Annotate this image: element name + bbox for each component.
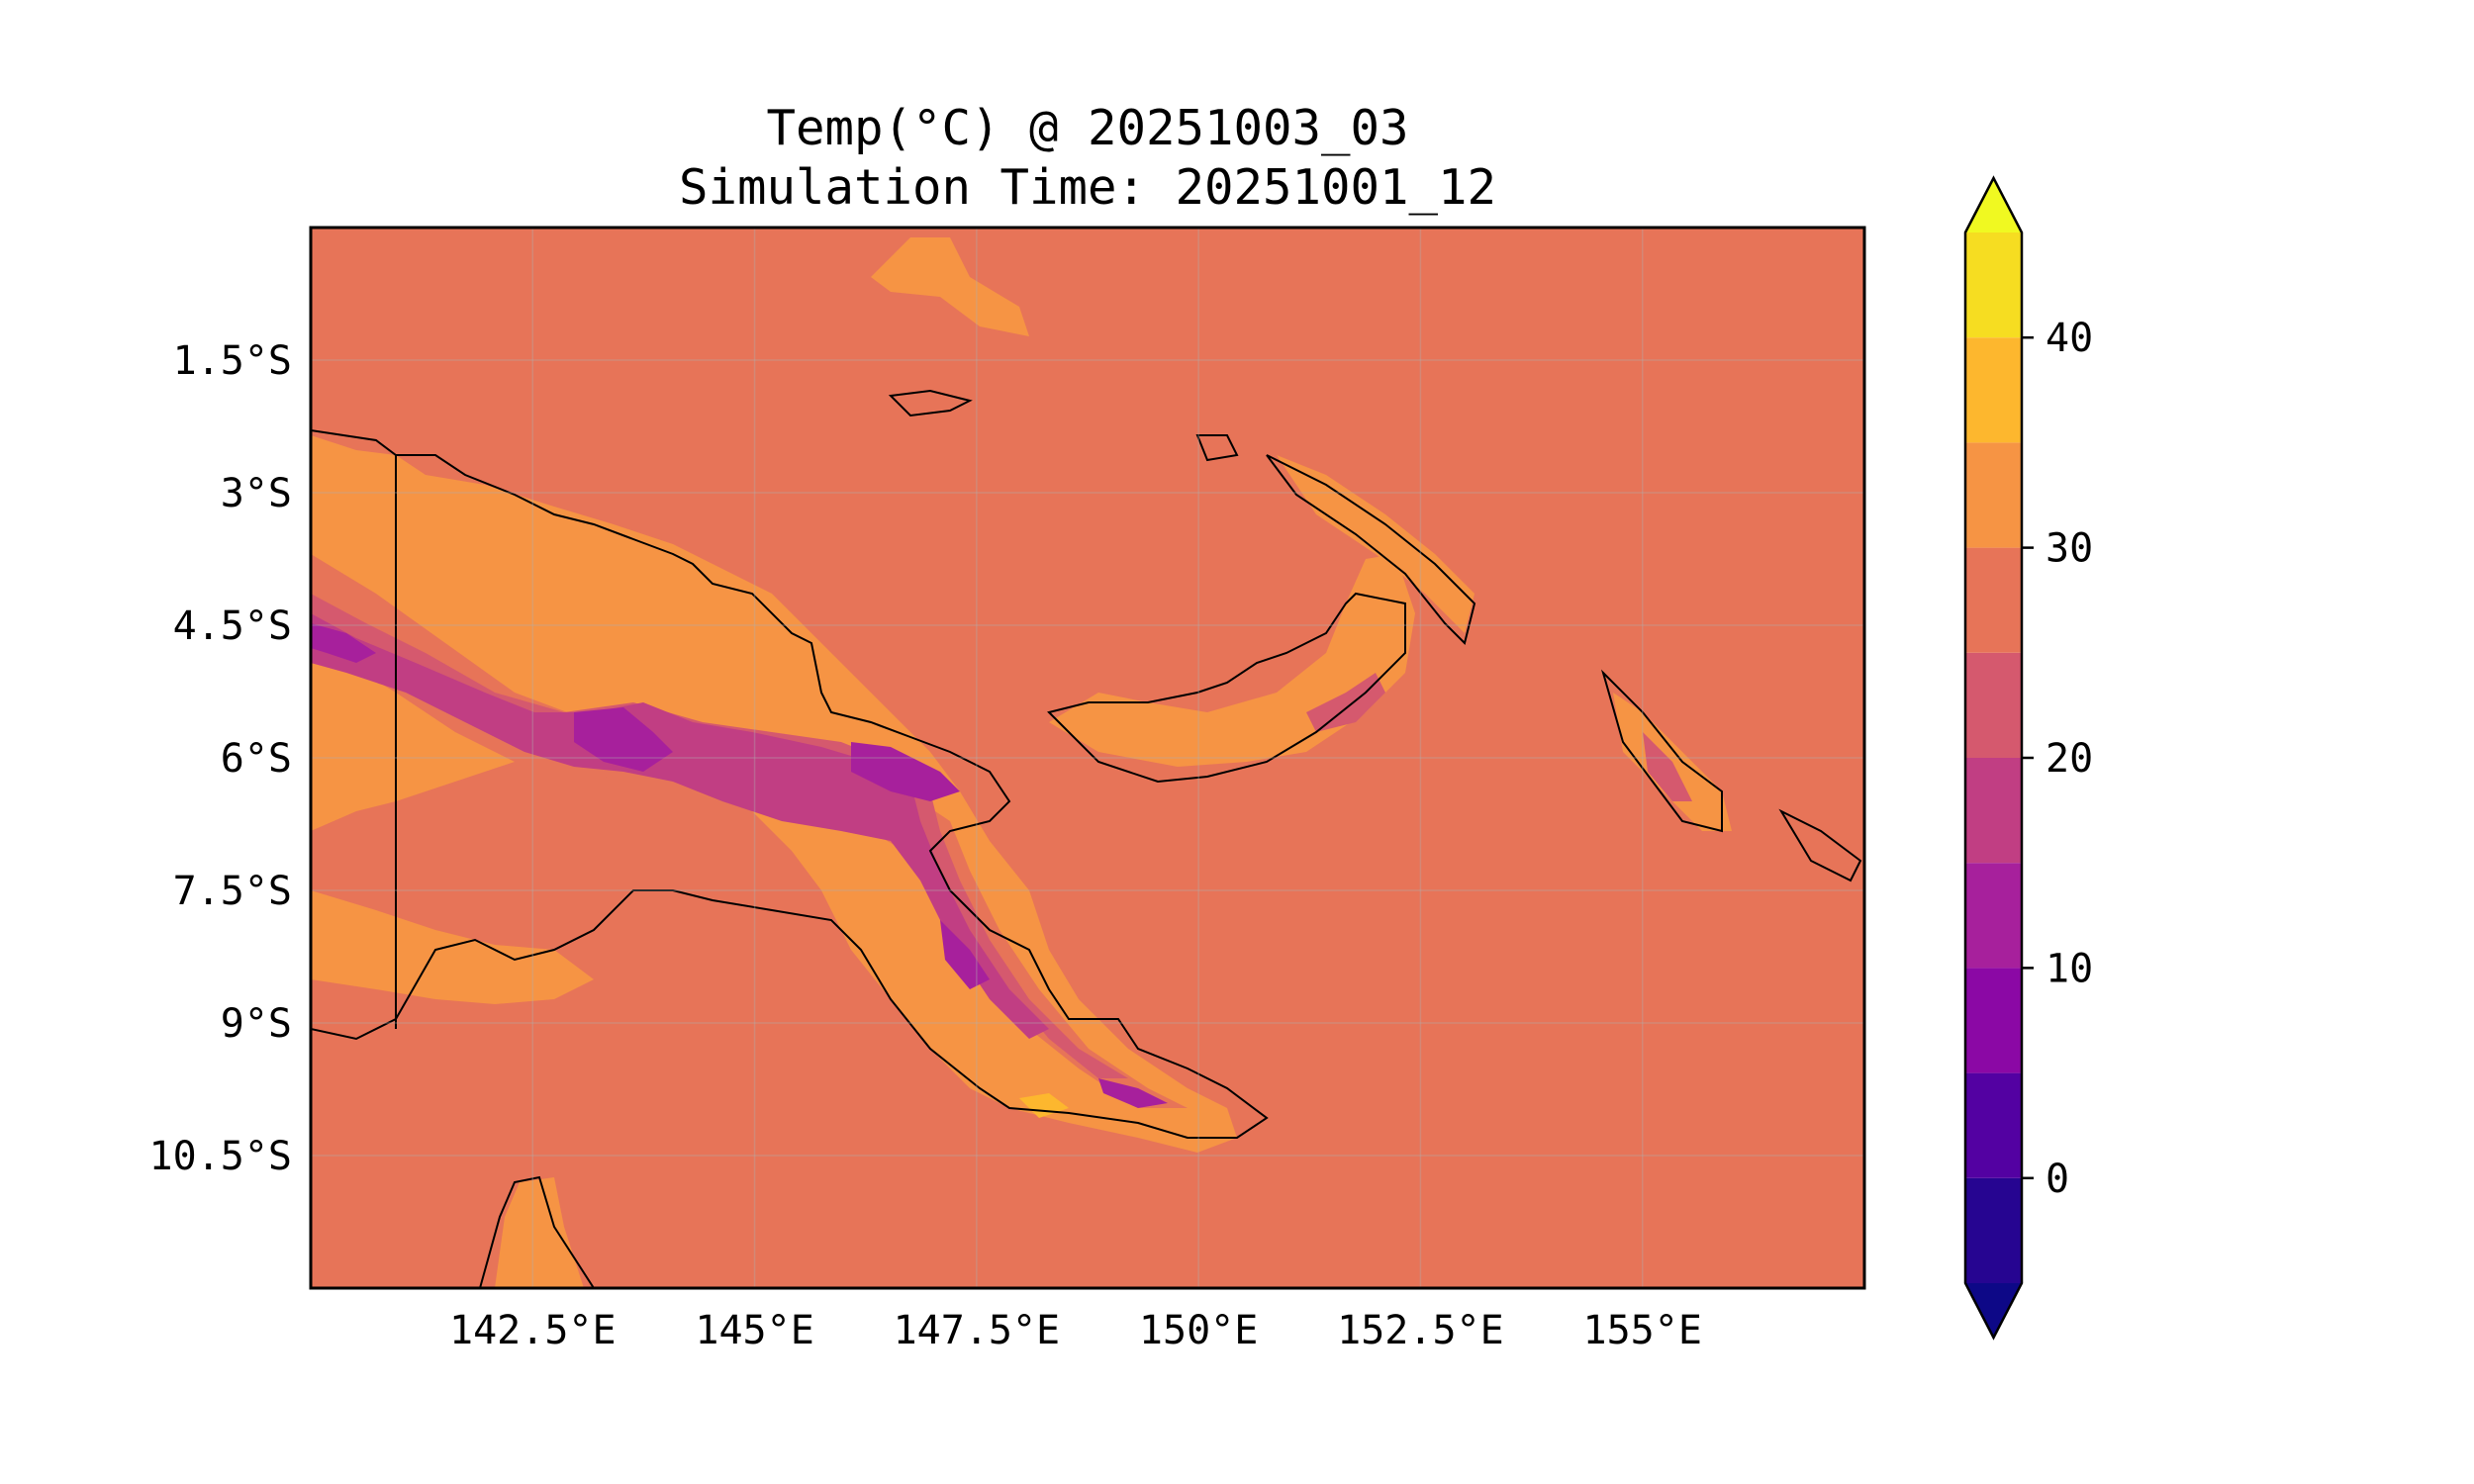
- temp-band-20-25-bougainville: [1643, 732, 1692, 801]
- y-tick-label: 10.5°S: [149, 1134, 293, 1179]
- colorbar-segment: [1965, 232, 2022, 338]
- x-tick-label: 142.5°E: [449, 1308, 617, 1353]
- coastlines: [311, 389, 1862, 1288]
- colorbar-tick-label: 10: [2046, 946, 2093, 991]
- x-tick-label: 147.5°E: [894, 1308, 1061, 1353]
- colorbar-tick-label: 20: [2046, 736, 2093, 782]
- colorbar-segment: [1965, 1177, 2022, 1283]
- colorbar-outline: [1963, 175, 2024, 1341]
- temp-band-15-20-ridge: [311, 613, 1049, 1039]
- x-axis-ticks: 142.5°E 145°E 147.5°E 150°E 152.5°E 155°E: [449, 1308, 1702, 1353]
- colorbar-segment: [1965, 652, 2022, 758]
- temp-band-10-15-central: [574, 707, 673, 772]
- temp-band-30-35-york: [495, 1177, 584, 1288]
- map-title-line-2: Simulation Time: 20251001_12: [678, 159, 1496, 216]
- temp-band-10-15-west: [311, 623, 376, 663]
- temp-band-10-15-east: [851, 742, 960, 801]
- map-plot-area: [311, 228, 1864, 1288]
- temp-band-20-25-new-britain: [1306, 673, 1385, 732]
- x-tick-label: 150°E: [1139, 1308, 1258, 1353]
- colorbar-segment: [1965, 1072, 2022, 1178]
- y-tick-label: 6°S: [221, 736, 292, 782]
- y-tick-label: 4.5°S: [173, 603, 292, 649]
- x-tick-label: 152.5°E: [1337, 1308, 1504, 1353]
- x-tick-label: 145°E: [695, 1308, 813, 1353]
- map-title-line-1: Temp(°C) @ 20251003_03: [766, 100, 1409, 156]
- colorbar-segment: [1965, 863, 2022, 969]
- map-frame: [309, 226, 1866, 1290]
- graticule: [311, 228, 1864, 1288]
- temp-band-10-15-south: [940, 920, 990, 989]
- colorbar-over-arrow: [1965, 178, 2022, 232]
- colorbar: [1963, 175, 2024, 1341]
- temp-band-30-35-new-ireland: [1277, 455, 1475, 633]
- x-tick-label: 155°E: [1583, 1308, 1702, 1353]
- colorbar-tick-label: 40: [2046, 316, 2093, 361]
- temp-band-30-35-manus: [871, 237, 1029, 336]
- colorbar-segment: [1965, 758, 2022, 864]
- colorbar-under-arrow: [1965, 1283, 2022, 1338]
- y-tick-label: 7.5°S: [173, 869, 292, 914]
- temp-band-10-15-tail: [1098, 1078, 1168, 1108]
- colorbar-segment: [1965, 968, 2022, 1073]
- colorbar-segment: [1965, 337, 2022, 443]
- colorbar-segment: [1965, 547, 2022, 653]
- y-axis-ticks: 1.5°S 3°S 4.5°S 6°S 7.5°S 9°S 10.5°S: [149, 338, 293, 1179]
- colorbar-ticks: 0 10 20 30 40: [2022, 316, 2093, 1202]
- y-tick-label: 1.5°S: [173, 338, 292, 384]
- colorbar-tick-label: 30: [2046, 526, 2093, 572]
- temp-band-30-35-south: [311, 890, 594, 1004]
- colorbar-segment: [1965, 442, 2022, 548]
- y-tick-label: 9°S: [221, 1001, 292, 1047]
- y-tick-label: 3°S: [221, 471, 292, 516]
- colorbar-tick-label: 0: [2046, 1157, 2069, 1202]
